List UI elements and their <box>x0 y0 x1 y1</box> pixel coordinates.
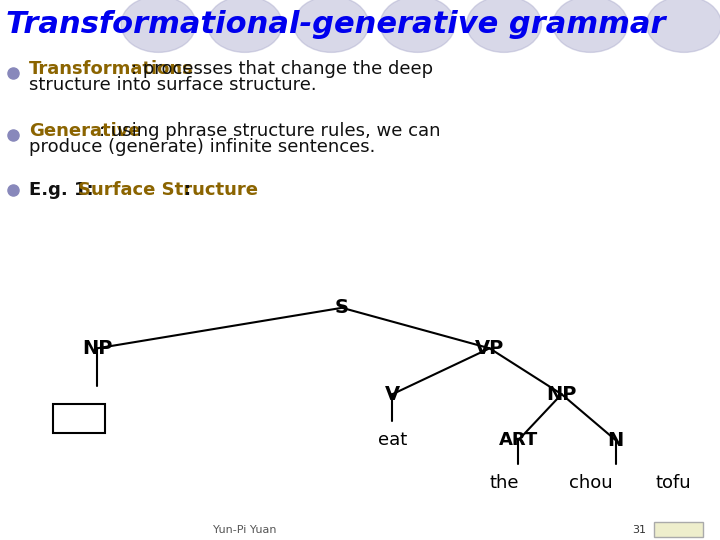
Text: Surface Structure: Surface Structure <box>78 181 258 199</box>
Text: NP: NP <box>82 339 112 358</box>
Circle shape <box>467 0 541 52</box>
Text: E.g. 1:: E.g. 1: <box>29 181 99 199</box>
Text: : processes that change the deep: : processes that change the deep <box>131 59 433 78</box>
Text: Transformations: Transformations <box>29 59 194 78</box>
Text: chou: chou <box>569 474 612 492</box>
Text: NP: NP <box>546 384 577 404</box>
Circle shape <box>207 0 282 52</box>
Text: produce (generate) infinite sentences.: produce (generate) infinite sentences. <box>29 138 375 156</box>
FancyBboxPatch shape <box>53 404 105 433</box>
Text: the: the <box>490 474 518 492</box>
Circle shape <box>647 0 720 52</box>
Text: Yun-Pi Yuan: Yun-Pi Yuan <box>213 525 276 535</box>
Text: Transformational-generative grammar: Transformational-generative grammar <box>6 10 665 39</box>
Text: :: : <box>184 181 192 199</box>
Text: ART: ART <box>499 431 538 449</box>
Circle shape <box>121 0 196 52</box>
Circle shape <box>380 0 455 52</box>
Circle shape <box>553 0 628 52</box>
FancyBboxPatch shape <box>654 522 703 537</box>
Circle shape <box>294 0 369 52</box>
Text: : using phrase structure rules, we can: : using phrase structure rules, we can <box>99 122 440 140</box>
Text: Generative: Generative <box>29 122 140 140</box>
Text: eat: eat <box>378 431 407 449</box>
Text: tofu: tofu <box>655 474 691 492</box>
Text: N: N <box>608 430 624 450</box>
Text: structure into surface structure.: structure into surface structure. <box>29 76 316 94</box>
Text: S: S <box>335 298 349 318</box>
Text: 31: 31 <box>632 525 647 535</box>
Text: V: V <box>384 384 400 404</box>
Text: VP: VP <box>475 339 504 358</box>
